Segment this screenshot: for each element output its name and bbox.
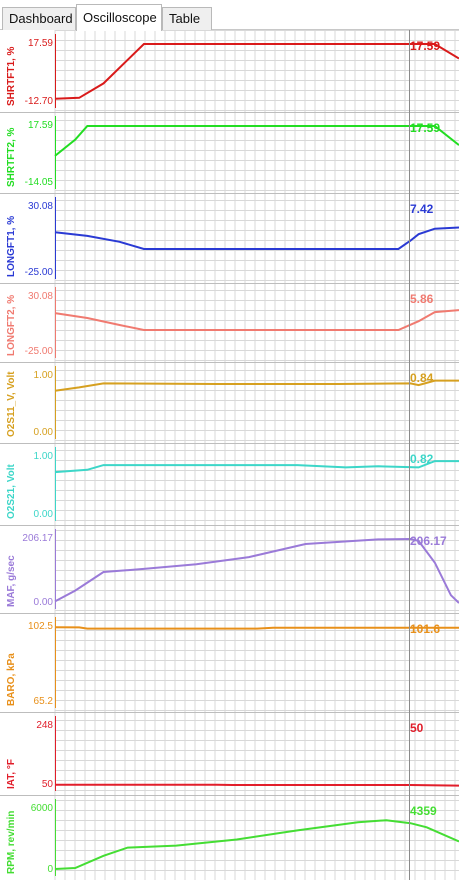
longft1-cursor-value: 7.42 xyxy=(410,202,434,216)
o2s21-axis-min: 0.00 xyxy=(33,509,53,520)
iat-cursor-value: 50 xyxy=(410,721,424,735)
o2s11-cursor-value: 0.84 xyxy=(410,371,434,385)
o2s21-trace xyxy=(54,460,459,474)
rpm-cursor-value: 4359 xyxy=(410,804,437,818)
baro-axis-max: 102.5 xyxy=(27,621,53,632)
o2s11-axis-min: 0.00 xyxy=(33,427,53,438)
baro-axis-min: 65.2 xyxy=(33,696,53,707)
maf-axis-max: 206.17 xyxy=(22,533,53,544)
rpm-trace xyxy=(54,819,459,870)
longft2-cursor-value: 5.86 xyxy=(410,292,434,306)
grid xyxy=(54,30,459,880)
maf-axis-min: 0.00 xyxy=(33,597,53,608)
tab-bar: Dashboard Oscilloscope Table xyxy=(0,0,459,31)
maf-trace xyxy=(54,537,459,604)
shrtft1-trace xyxy=(54,43,459,100)
o2s21-axis-max: 1.00 xyxy=(33,451,53,462)
iat-axis-min: 50 xyxy=(41,779,53,790)
o2s21-cursor-value: 0.82 xyxy=(410,452,434,466)
longft2-axis-max: 30.08 xyxy=(27,291,53,302)
baro-trace xyxy=(54,626,459,630)
o2s11-trace xyxy=(54,379,459,392)
rpm-axis-max: 6000 xyxy=(30,803,53,814)
shrtft1-axis-max: 17.59 xyxy=(27,38,53,49)
shrtft2-axis-max: 17.59 xyxy=(27,120,53,131)
longft1-axis-max: 30.08 xyxy=(27,201,53,212)
longft1-axis-min: -25.00 xyxy=(24,267,53,278)
baro-cursor-value: 101.6 xyxy=(410,622,441,636)
oscilloscope-panel[interactable]: SHRTFT1, % 17.59 -12.70 17.59 SHRTFT2, % 17.5… xyxy=(0,30,459,880)
o2s11-axis-max: 1.00 xyxy=(33,370,53,381)
shrtft1-axis-min: -12.70 xyxy=(24,96,53,107)
longft1-trace xyxy=(54,226,459,250)
shrtft2-trace xyxy=(54,125,459,157)
tab-oscilloscope[interactable]: Oscilloscope xyxy=(76,4,162,31)
maf-cursor-value: 206.17 xyxy=(410,534,447,548)
longft2-trace xyxy=(54,309,459,331)
shrtft1-cursor-value: 17.59 xyxy=(410,39,441,53)
shrtft2-cursor-value: 17.59 xyxy=(410,121,441,135)
tab-dashboard[interactable]: Dashboard xyxy=(2,7,76,30)
shrtft2-axis-min: -14.05 xyxy=(24,177,53,188)
iat-trace xyxy=(55,783,459,787)
tab-table[interactable]: Table xyxy=(162,7,212,30)
rpm-axis-min: 0 xyxy=(47,864,53,875)
oscilloscope-plot[interactable] xyxy=(0,30,459,880)
iat-axis-max: 248 xyxy=(36,720,53,731)
longft2-axis-min: -25.00 xyxy=(24,346,53,357)
